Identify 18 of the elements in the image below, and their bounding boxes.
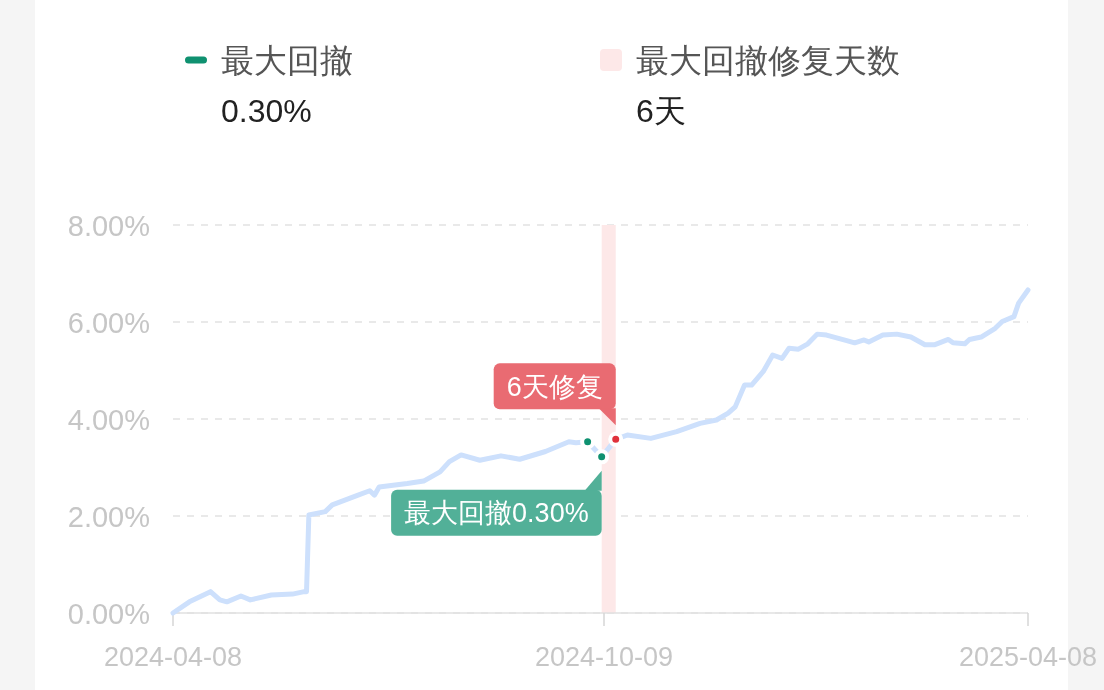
y-tick-label: 4.00% (67, 403, 150, 436)
y-tick-label: 2.00% (67, 500, 150, 533)
callout: 最大回撤0.30% (391, 470, 602, 536)
callout: 6天修复 (493, 363, 616, 426)
text: 0.30% (221, 93, 312, 129)
text: 6天 (636, 93, 686, 129)
annotation: 最大回撤0.30% (404, 498, 589, 529)
x-tick-label: 2024-10-09 (534, 642, 674, 672)
legend-label: 最大回撤修复天数 (636, 42, 900, 79)
x-tick-label: 2024-04-08 (103, 642, 243, 672)
annotation: 6天修复 (506, 371, 603, 402)
y-tick-label: 6.00% (67, 306, 150, 339)
y-tick-label: 0.00% (67, 597, 150, 630)
point (608, 431, 624, 447)
y-tick-label: 8.00% (67, 209, 150, 242)
legend-label: 最大回撤 (221, 42, 353, 79)
point (594, 449, 610, 465)
x-tick-label: 2025-04-08 (958, 642, 1098, 672)
